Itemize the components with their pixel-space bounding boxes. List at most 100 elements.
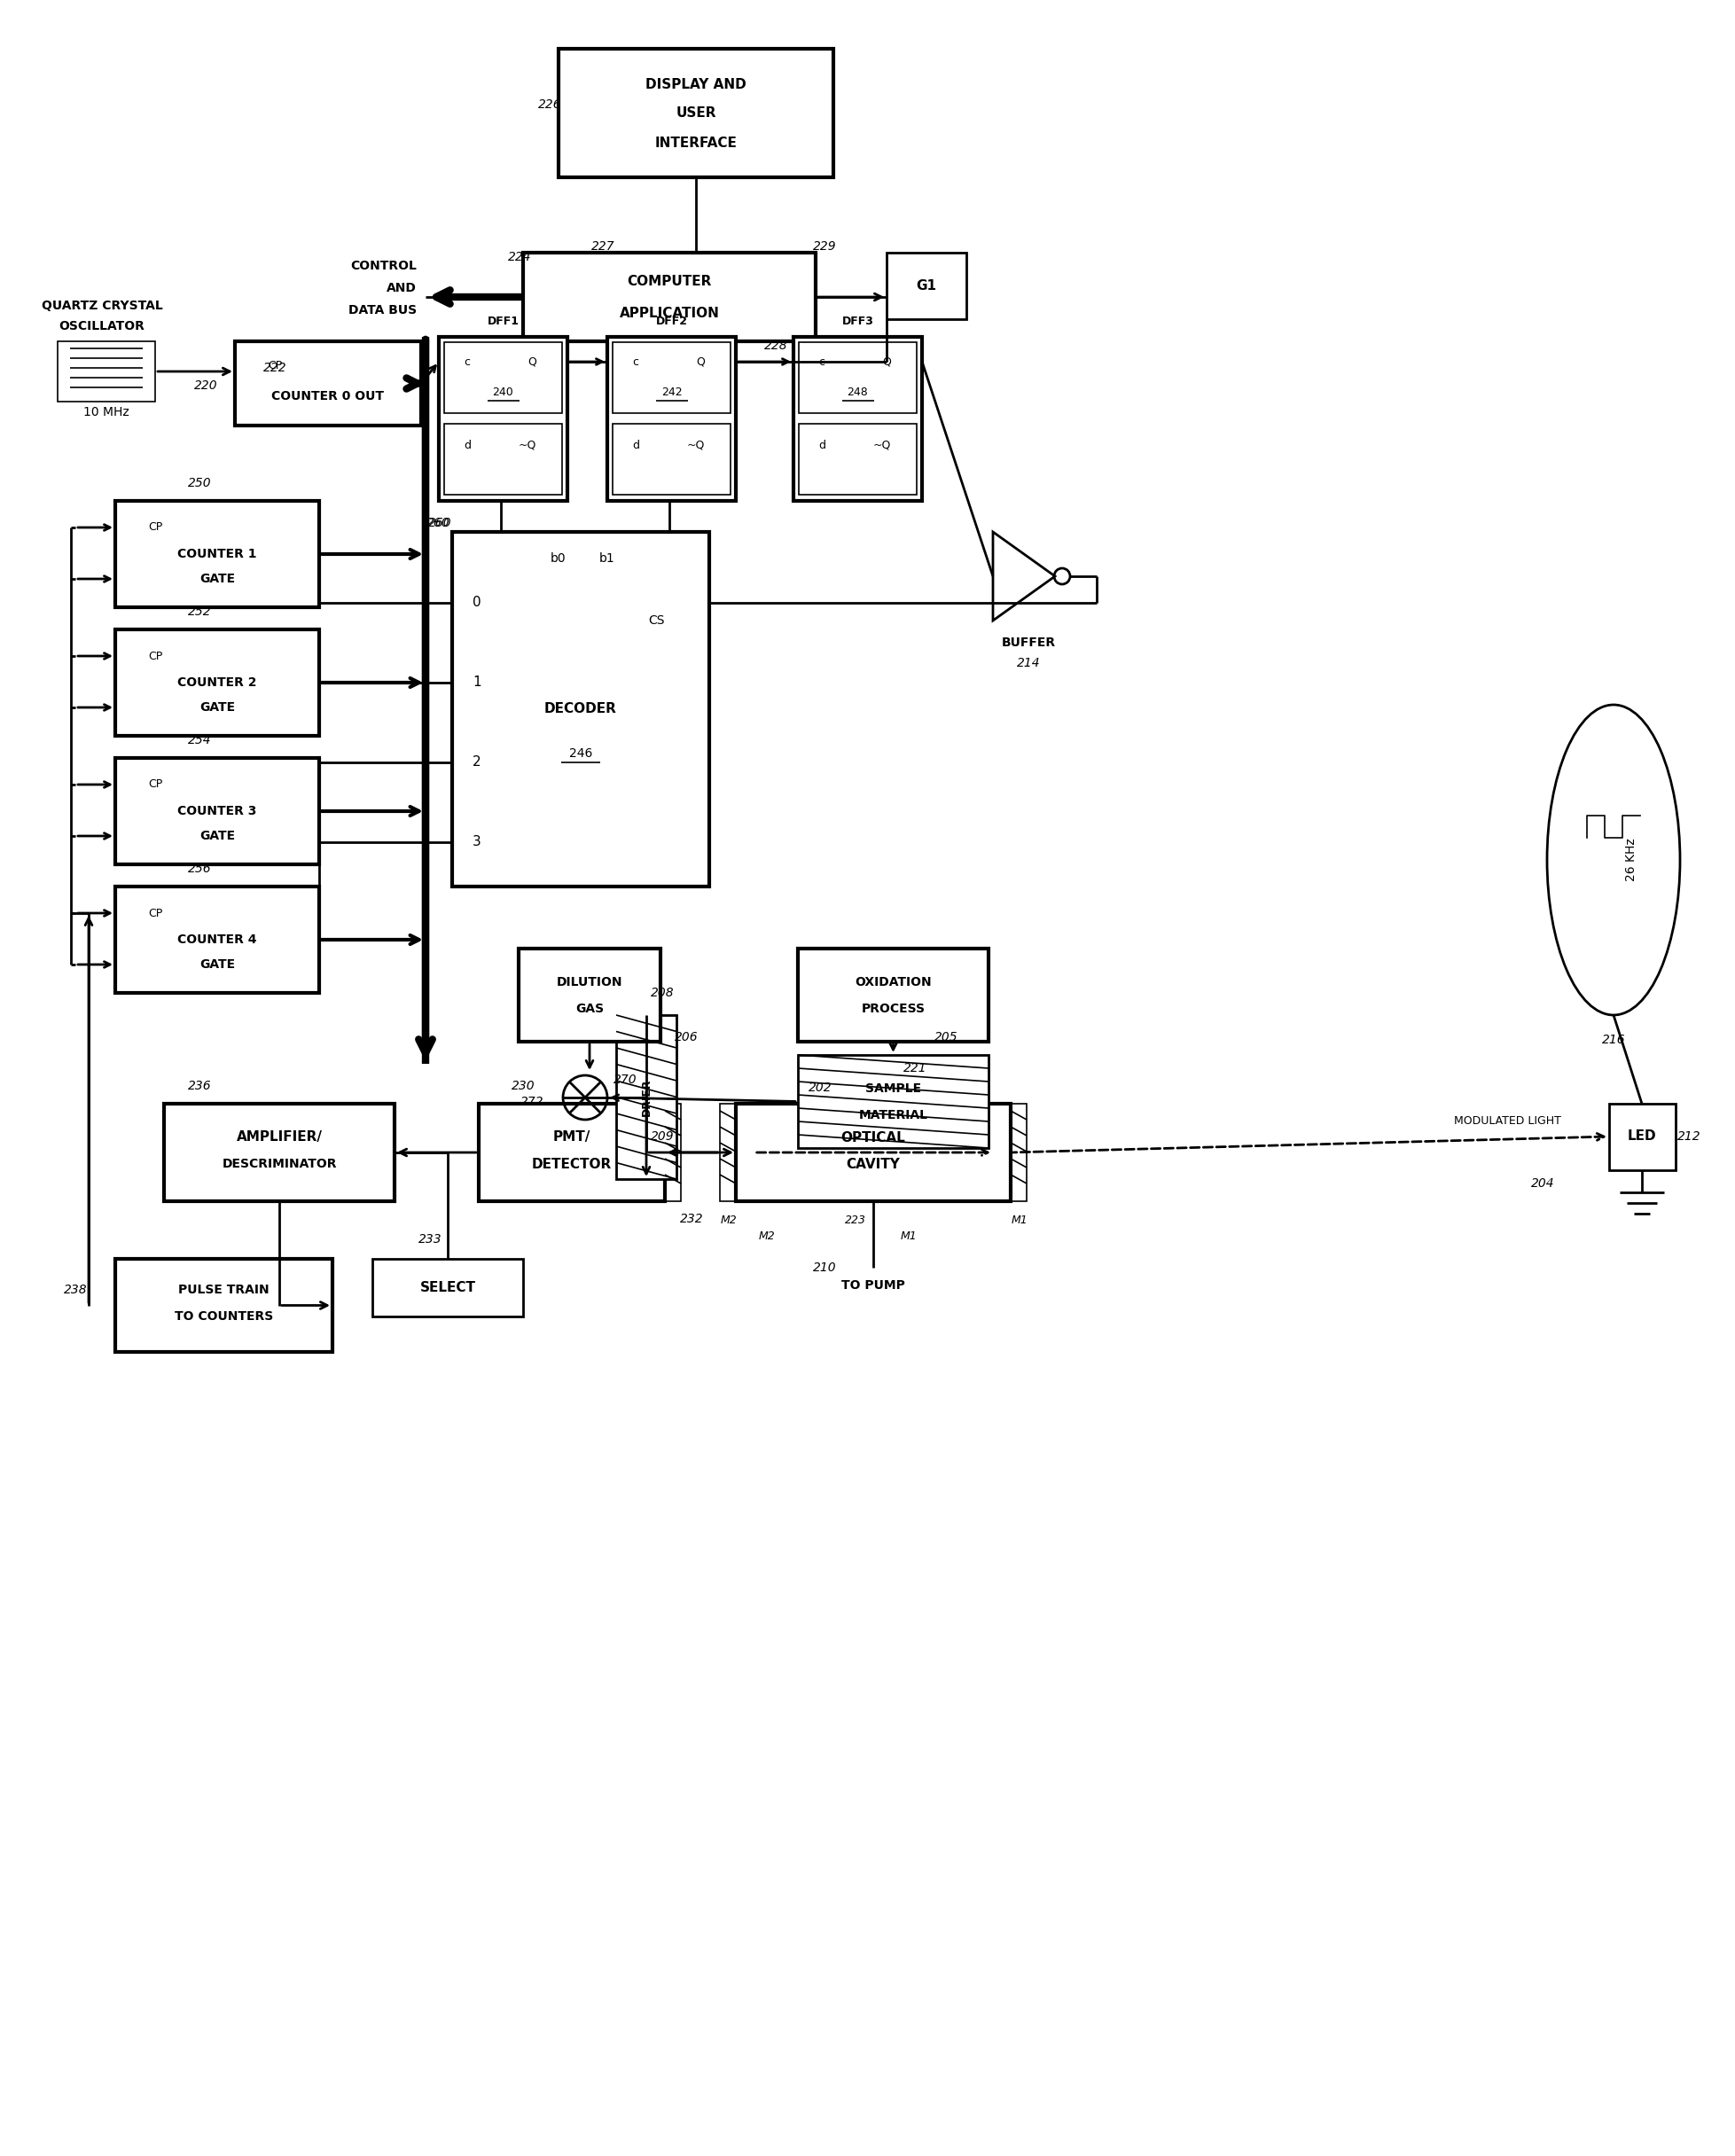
- Text: DESCRIMINATOR: DESCRIMINATOR: [222, 1158, 337, 1171]
- Text: TO COUNTERS: TO COUNTERS: [175, 1311, 272, 1322]
- Text: 205: 205: [935, 1031, 958, 1044]
- Text: USER: USER: [675, 108, 717, 121]
- Text: GATE: GATE: [200, 573, 234, 584]
- Text: M1: M1: [1012, 1216, 1027, 1227]
- Text: 210: 210: [812, 1261, 836, 1274]
- Text: 3: 3: [472, 837, 481, 849]
- Text: 272: 272: [520, 1095, 543, 1108]
- Text: ~Q: ~Q: [873, 440, 892, 451]
- Bar: [444, 425, 562, 494]
- Text: 230: 230: [512, 1080, 534, 1093]
- Text: c: c: [819, 356, 824, 367]
- Text: 229: 229: [812, 239, 836, 252]
- Text: b1: b1: [599, 552, 616, 565]
- Text: 236: 236: [187, 1080, 212, 1093]
- Text: LED: LED: [1627, 1130, 1657, 1143]
- Bar: [115, 630, 319, 735]
- Text: 226: 226: [538, 99, 562, 110]
- Text: CP: CP: [147, 908, 163, 918]
- Text: 202: 202: [809, 1082, 831, 1093]
- Text: 222: 222: [264, 362, 286, 375]
- Text: BUFFER: BUFFER: [1001, 636, 1055, 649]
- Bar: [798, 1054, 989, 1147]
- Text: COUNTER 0 OUT: COUNTER 0 OUT: [272, 390, 385, 403]
- Text: 238: 238: [64, 1283, 87, 1296]
- Text: 254: 254: [187, 733, 212, 746]
- Text: 223: 223: [845, 1216, 866, 1227]
- Text: ~Q: ~Q: [519, 440, 536, 451]
- Text: GATE: GATE: [200, 701, 234, 714]
- Bar: [439, 336, 567, 500]
- Text: b0: b0: [550, 552, 566, 565]
- Text: CP: CP: [147, 778, 163, 791]
- Text: c: c: [633, 356, 638, 367]
- Text: COUNTER 2: COUNTER 2: [177, 677, 257, 688]
- Bar: [115, 759, 319, 865]
- Text: MODULATED LIGHT: MODULATED LIGHT: [1454, 1115, 1562, 1128]
- Text: G1: G1: [916, 280, 937, 293]
- Text: 221: 221: [904, 1063, 926, 1074]
- Bar: [444, 343, 562, 414]
- Bar: [165, 1104, 394, 1201]
- Bar: [453, 533, 710, 886]
- Text: 248: 248: [847, 386, 868, 397]
- Bar: [736, 1104, 1012, 1201]
- Text: SAMPLE: SAMPLE: [866, 1082, 921, 1095]
- Text: c: c: [465, 356, 470, 367]
- Text: 212: 212: [1678, 1130, 1700, 1143]
- Bar: [798, 343, 916, 414]
- Bar: [793, 336, 921, 500]
- Text: DFF3: DFF3: [841, 315, 874, 328]
- Text: 0: 0: [472, 597, 481, 610]
- Text: CONTROL: CONTROL: [350, 259, 416, 272]
- Bar: [798, 425, 916, 494]
- Bar: [479, 1104, 665, 1201]
- Text: d: d: [819, 440, 826, 451]
- Bar: [115, 886, 319, 994]
- Text: 2: 2: [472, 757, 481, 770]
- Bar: [559, 50, 833, 177]
- Text: 227: 227: [592, 239, 614, 252]
- Text: QUARTZ CRYSTAL: QUARTZ CRYSTAL: [42, 300, 163, 313]
- Bar: [1012, 1104, 1027, 1201]
- Text: 252: 252: [187, 606, 212, 619]
- Text: 220: 220: [194, 379, 217, 392]
- Text: 242: 242: [661, 386, 682, 397]
- Text: OPTICAL: OPTICAL: [841, 1130, 906, 1145]
- Text: COUNTER 4: COUNTER 4: [177, 934, 257, 946]
- Text: 26 KHz: 26 KHz: [1626, 839, 1638, 882]
- Text: PMT/: PMT/: [553, 1130, 590, 1145]
- Text: CS: CS: [647, 614, 665, 627]
- Text: CP: CP: [147, 522, 163, 533]
- Bar: [115, 500, 319, 608]
- Text: 260: 260: [427, 517, 449, 528]
- Text: INTERFACE: INTERFACE: [654, 136, 737, 149]
- Text: PROCESS: PROCESS: [861, 1003, 925, 1015]
- Text: 214: 214: [1017, 658, 1041, 668]
- Bar: [234, 341, 422, 425]
- Text: 208: 208: [651, 987, 675, 998]
- Bar: [57, 341, 154, 401]
- Text: COUNTER 3: COUNTER 3: [177, 804, 257, 817]
- Bar: [612, 425, 730, 494]
- Text: OSCILLATOR: OSCILLATOR: [59, 319, 146, 332]
- Text: 233: 233: [418, 1233, 442, 1246]
- Text: DILUTION: DILUTION: [557, 977, 623, 987]
- Text: MATERIAL: MATERIAL: [859, 1108, 928, 1121]
- Text: 260: 260: [429, 517, 451, 528]
- Text: d: d: [632, 440, 638, 451]
- Text: TO PUMP: TO PUMP: [841, 1279, 906, 1291]
- Text: Q: Q: [881, 356, 892, 367]
- Text: DATA BUS: DATA BUS: [349, 304, 416, 317]
- Text: DETECTOR: DETECTOR: [533, 1158, 612, 1171]
- Text: 270: 270: [612, 1074, 637, 1087]
- Bar: [612, 343, 730, 414]
- Text: Q: Q: [527, 356, 536, 367]
- Text: 216: 216: [1601, 1033, 1626, 1046]
- Bar: [607, 336, 736, 500]
- Bar: [616, 1015, 677, 1179]
- Text: 10 MHz: 10 MHz: [83, 405, 130, 418]
- Text: COMPUTER: COMPUTER: [626, 274, 711, 287]
- Text: M2: M2: [720, 1216, 737, 1227]
- Text: 206: 206: [675, 1031, 697, 1044]
